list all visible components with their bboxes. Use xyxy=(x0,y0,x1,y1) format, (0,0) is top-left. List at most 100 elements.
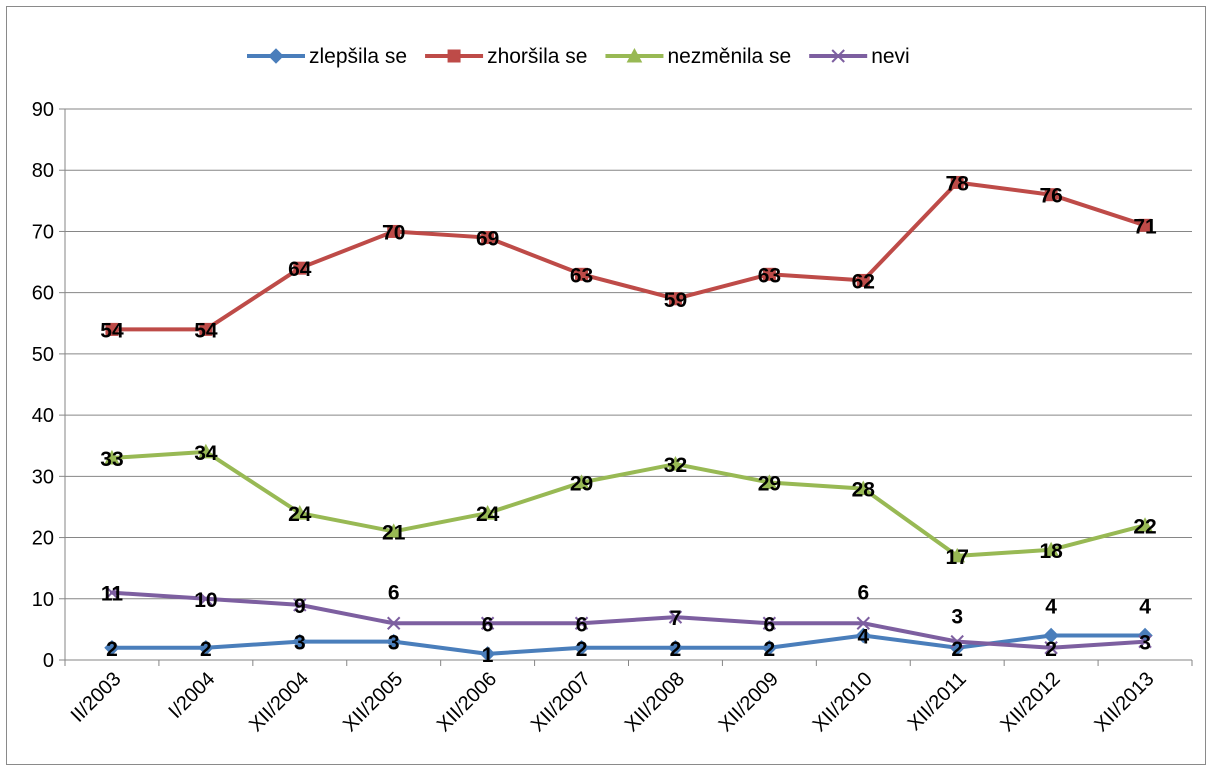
data-point-x xyxy=(293,598,307,612)
data-label: 62 xyxy=(852,270,875,293)
data-point-diamond xyxy=(573,640,590,656)
data-point-x xyxy=(199,592,213,606)
data-point-diamond xyxy=(292,633,308,650)
data-label: 18 xyxy=(1039,540,1063,563)
data-point-triangle xyxy=(198,443,214,459)
x-marker-stroke xyxy=(1138,634,1152,649)
data-point-square xyxy=(762,267,776,281)
data-label: 69 xyxy=(476,228,499,251)
data-point-square xyxy=(199,322,213,336)
data-point-triangle xyxy=(761,474,778,489)
data-label: 76 xyxy=(1039,185,1062,208)
data-point-diamond xyxy=(198,640,214,656)
x-marker-stroke xyxy=(1044,641,1058,655)
x-marker-stroke xyxy=(574,616,589,630)
legend-label: nevi xyxy=(871,45,910,68)
data-point-triangle xyxy=(479,505,496,520)
data-label: 29 xyxy=(758,472,781,495)
data-point-triangle xyxy=(291,505,308,520)
series-lines xyxy=(109,180,1148,656)
x-tick-label: XII/2009 xyxy=(715,668,783,736)
y-tick-label: 40 xyxy=(32,405,54,427)
data-label: 28 xyxy=(852,479,876,502)
data-label: 34 xyxy=(194,442,218,465)
x-marker-stroke xyxy=(856,616,870,630)
data-point-x xyxy=(856,616,870,630)
data-point-x xyxy=(387,616,401,630)
data-label: 63 xyxy=(758,264,781,287)
data-label: 2 xyxy=(1045,638,1057,661)
x-tick-label: XII/2004 xyxy=(245,668,313,736)
x-tick-label: XII/2008 xyxy=(621,668,689,736)
x-tick-label: XII/2007 xyxy=(527,668,595,736)
legend-label: nezměnila se xyxy=(667,45,791,68)
x-tick-label: II/2003 xyxy=(67,668,126,727)
data-point-triangle xyxy=(385,523,402,538)
data-point-square xyxy=(950,175,964,189)
x-marker-stroke xyxy=(668,610,683,624)
line-chart: 0 10 20 30 40 50 60 70 80 90 II/2003 I/2004 XII/2004… xyxy=(32,45,1193,736)
data-label: 3 xyxy=(388,632,400,655)
legend-item: zlepšila se xyxy=(247,45,407,68)
data-label: 4 xyxy=(1139,596,1151,619)
data-point-triangle xyxy=(626,47,643,63)
x-marker-stroke xyxy=(480,616,495,630)
data-point-x xyxy=(668,610,683,624)
data-label: 6 xyxy=(764,613,776,636)
legend-item: nezměnila se xyxy=(605,45,791,68)
data-point-x xyxy=(1138,634,1152,649)
data-label: 1 xyxy=(482,644,494,667)
series-line xyxy=(109,180,1148,332)
data-point-diamond xyxy=(104,640,120,656)
x-tick-label: XII/2006 xyxy=(433,668,501,736)
x-marker-stroke xyxy=(105,585,119,600)
legend-label: zlepšila se xyxy=(309,45,407,68)
data-label: 11 xyxy=(101,583,124,606)
data-label: 2 xyxy=(200,638,212,661)
data-label: 10 xyxy=(194,589,217,612)
y-tick-label: 80 xyxy=(32,160,54,182)
data-point-diamond xyxy=(1043,627,1059,644)
y-tick-label: 50 xyxy=(32,344,54,366)
data-label: 24 xyxy=(288,503,312,526)
legend-item: zhoršila se xyxy=(425,45,587,68)
data-point-diamond xyxy=(386,633,402,650)
data-label: 70 xyxy=(382,221,405,244)
gridlines xyxy=(65,108,1192,600)
data-label: 2 xyxy=(576,638,588,661)
data-label: 71 xyxy=(1133,215,1157,238)
data-label: 78 xyxy=(946,172,970,195)
legend-item: nevi xyxy=(809,45,910,68)
x-tick-label: XII/2010 xyxy=(809,668,877,736)
series-line xyxy=(109,449,1148,558)
data-point-diamond xyxy=(855,627,871,644)
x-tick-label: XII/2005 xyxy=(339,668,407,736)
x-tick-label: I/2004 xyxy=(165,668,220,723)
data-label: 63 xyxy=(570,264,593,287)
data-point-x xyxy=(105,585,119,600)
data-label: 6 xyxy=(388,581,400,604)
x-tick-label: XII/2013 xyxy=(1090,668,1158,736)
data-point-square xyxy=(293,261,307,275)
y-tick-label: 0 xyxy=(43,650,54,672)
data-label: 7 xyxy=(670,607,682,630)
data-label: 4 xyxy=(857,626,869,649)
x-marker-stroke xyxy=(387,616,401,630)
data-label: 54 xyxy=(194,319,218,342)
y-tick-label: 90 xyxy=(32,99,54,121)
legend-label: zhoršila se xyxy=(487,45,587,68)
series-markers xyxy=(104,175,1153,662)
data-label: 33 xyxy=(100,448,123,471)
data-point-square xyxy=(575,267,589,281)
data-label: 32 xyxy=(664,454,687,477)
data-label: 2 xyxy=(670,638,682,661)
x-marker-stroke xyxy=(199,592,213,606)
data-point-x xyxy=(480,616,495,630)
y-tick-label: 10 xyxy=(32,589,54,611)
y-tick-label: 60 xyxy=(32,283,54,305)
data-point-triangle xyxy=(104,449,120,465)
data-point-diamond xyxy=(479,646,496,662)
legend: zlepšila se zhoršila se nezměnila se nevi xyxy=(247,45,910,68)
y-tick-label: 70 xyxy=(32,221,54,243)
